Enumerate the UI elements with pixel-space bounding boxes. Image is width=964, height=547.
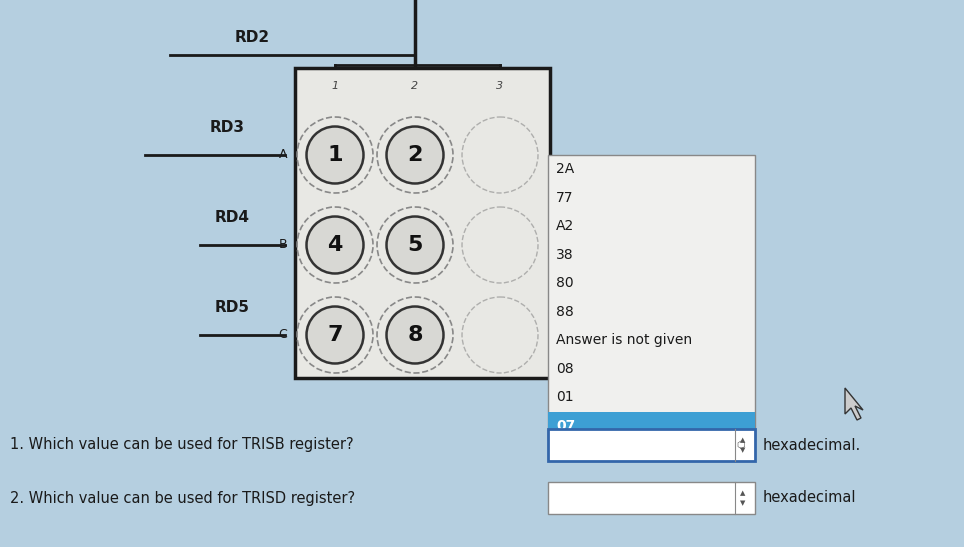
Text: RD2: RD2 <box>235 31 270 45</box>
Text: RD4: RD4 <box>215 210 250 224</box>
Bar <box>548 482 755 514</box>
Text: 2. Which value can be used for TRISD register?: 2. Which value can be used for TRISD reg… <box>10 491 355 505</box>
Text: 2: 2 <box>412 81 418 91</box>
Text: 7: 7 <box>327 325 343 345</box>
Text: hexadecimal.: hexadecimal. <box>763 438 861 452</box>
Circle shape <box>307 306 363 364</box>
Circle shape <box>387 306 443 364</box>
Text: 1: 1 <box>327 145 343 165</box>
Bar <box>548 429 755 461</box>
Text: B: B <box>279 238 287 252</box>
Circle shape <box>387 217 443 274</box>
Text: 88: 88 <box>556 305 574 319</box>
Text: 01: 01 <box>556 390 574 404</box>
Text: C: C <box>279 329 287 341</box>
Bar <box>548 411 755 440</box>
Text: RD3: RD3 <box>210 119 245 135</box>
Text: ▼: ▼ <box>740 447 746 453</box>
Text: 8: 8 <box>407 325 423 345</box>
Circle shape <box>387 126 443 183</box>
Text: 07: 07 <box>556 419 576 433</box>
Text: ▲: ▲ <box>740 437 746 443</box>
Text: RD5: RD5 <box>215 300 250 315</box>
Text: 2: 2 <box>408 145 422 165</box>
Bar <box>295 68 550 378</box>
Text: 4: 4 <box>328 235 342 255</box>
Text: 1: 1 <box>332 81 338 91</box>
Circle shape <box>307 126 363 183</box>
Text: 5: 5 <box>408 235 422 255</box>
Text: Answer is not given: Answer is not given <box>556 333 692 347</box>
Text: 2A: 2A <box>556 162 575 176</box>
Text: 08: 08 <box>556 362 574 376</box>
Text: 38: 38 <box>556 248 574 262</box>
Polygon shape <box>845 388 863 420</box>
Bar <box>548 155 755 440</box>
Circle shape <box>307 217 363 274</box>
Text: 3: 3 <box>496 81 503 91</box>
Text: 1. Which value can be used for TRISB register?: 1. Which value can be used for TRISB reg… <box>10 438 354 452</box>
Text: A: A <box>279 148 287 161</box>
Text: A2: A2 <box>556 219 575 233</box>
Text: ⬡: ⬡ <box>736 440 745 450</box>
Text: 77: 77 <box>556 191 574 205</box>
Text: ▼: ▼ <box>740 500 746 506</box>
Text: 80: 80 <box>556 276 574 290</box>
Text: ▲: ▲ <box>740 490 746 496</box>
Text: hexadecimal: hexadecimal <box>763 491 856 505</box>
